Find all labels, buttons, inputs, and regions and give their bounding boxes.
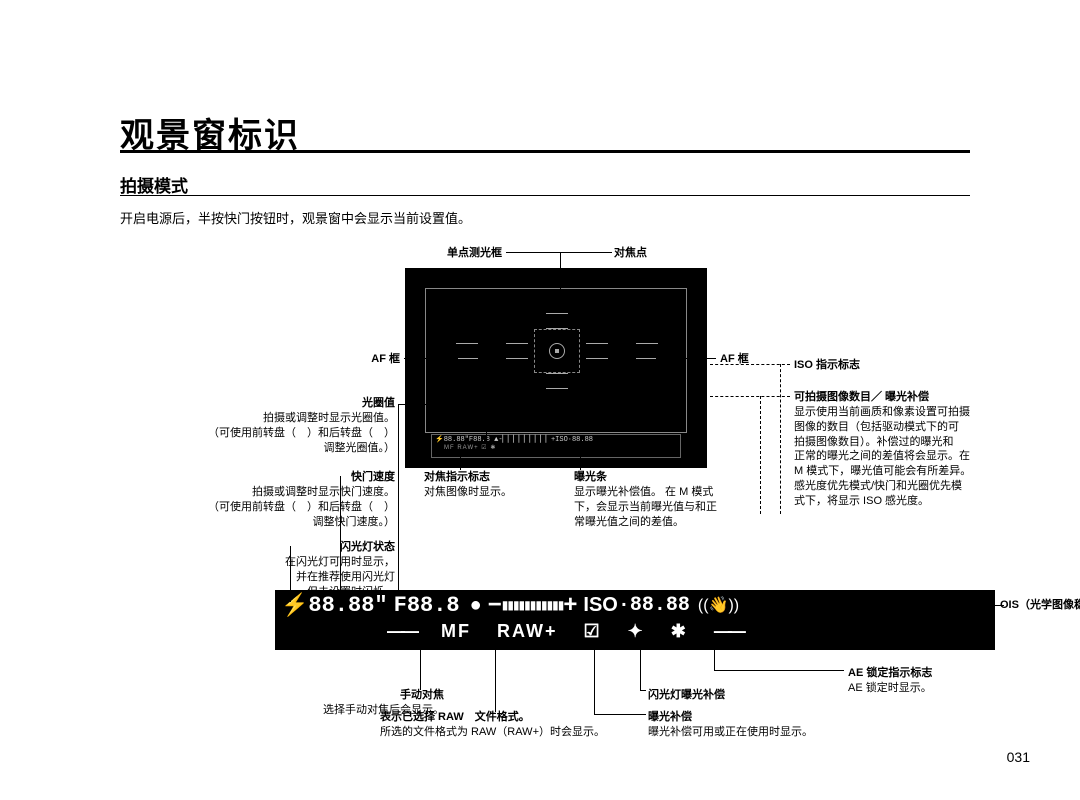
vf-status-line2: MF RAW+ ☑ ✱ (432, 444, 680, 451)
leader (398, 404, 399, 590)
leader (594, 648, 595, 714)
leader (640, 690, 646, 691)
label-shutter: 快门速度 拍摄或调整时显示快门速度。 （可使用前转盘（ ）和后转盘（ ） 调整快… (195, 470, 395, 529)
underline-icon: —— (714, 621, 742, 642)
viewfinder-status-bar: ⚡88.88″F88.8 ▲-▏▏▏▏▏▏▏▏▏+ISO·88.88 MF RA… (431, 434, 681, 458)
subtitle-rule (120, 195, 970, 196)
af-point (546, 373, 568, 389)
ae-lock-icon: ✱ (671, 621, 688, 642)
label-ois-main: OIS（光学图像稳定）指示标志 (1000, 598, 1080, 613)
leader (995, 605, 1000, 606)
focus-dot (555, 349, 559, 353)
label-remaining: 可拍摄图像数目／ 曝光补偿 显示使用当前画质和像素设置可拍摄 图像的数目（包括驱… (794, 390, 1004, 509)
leader (460, 452, 461, 470)
leader-dashed (760, 396, 761, 514)
mf-indicator: MF (441, 621, 471, 642)
leader (656, 358, 716, 359)
label-focus-point: 对焦点 (614, 246, 647, 261)
status-strip: ⚡ 88.88″ F88.8 ● − ▮▮▮▮▮▮▮▮▮▮▮ + ISO ·88… (275, 590, 995, 650)
title-rule (120, 150, 970, 153)
leader-dashed (710, 364, 790, 365)
leader (580, 452, 581, 470)
vf-status-line1: ⚡88.88″F88.8 ▲-▏▏▏▏▏▏▏▏▏+ISO·88.88 (432, 435, 680, 444)
leader (340, 476, 341, 590)
focus-confirm-icon: ● (470, 594, 482, 617)
label-spot-meter: 单点测光框 (382, 246, 502, 261)
ev-plus: + (563, 591, 577, 619)
flash-icon: ⚡ (281, 592, 308, 618)
leader (714, 670, 844, 671)
leader (594, 714, 646, 715)
label-exposure-bar: 曝光条 显示曝光补偿值。 在 M 模式 下，会显示当前曝光值与和正 常曝光值之间… (574, 470, 744, 529)
leader (640, 648, 641, 690)
af-point (586, 343, 608, 359)
leader (486, 404, 487, 450)
viewfinder: ⚡88.88″F88.8 ▲-▏▏▏▏▏▏▏▏▏+ISO·88.88 MF RA… (405, 268, 707, 468)
underline-icon: —— (387, 621, 415, 642)
status-strip-row2: —— MF RAW+ ☑ ✦ ✱ —— (275, 620, 995, 642)
label-aperture: 光圈值 拍摄或调整时显示光圈值。 （可使用前转盘（ ）和后转盘（ ） 调整光圈值… (195, 396, 395, 455)
leader-dashed (780, 364, 781, 514)
shutter-display: 88.88″ (308, 593, 387, 618)
ev-minus: − (488, 591, 502, 619)
ois-icon: ((👋)) (698, 595, 739, 615)
label-af-frame-left: AF 框 (350, 352, 400, 367)
label-flash-ev: 闪光灯曝光补偿 (648, 688, 725, 703)
leader-dashed (710, 396, 790, 397)
af-point-left (456, 343, 478, 359)
leader (558, 252, 612, 253)
raw-indicator: RAW+ (497, 621, 558, 642)
ev-bar: ▮▮▮▮▮▮▮▮▮▮▮ (502, 598, 564, 613)
label-ae-lock: AE 锁定指示标志 AE 锁定时显示。 (848, 666, 932, 696)
label-af-indicator: 对焦指示标志 对焦图像时显示。 (424, 470, 574, 500)
section-subtitle: 拍摄模式 (120, 172, 188, 197)
label-ev-comp: 曝光补偿 曝光补偿可用或正在使用时显示。 (648, 710, 898, 740)
af-point (546, 313, 568, 329)
af-point (506, 343, 528, 359)
leader (560, 252, 561, 312)
leader (506, 252, 560, 253)
label-iso: ISO 指示标志 (794, 358, 860, 373)
viewfinder-frame (425, 288, 687, 433)
flash-ev-icon: ✦ (628, 621, 645, 642)
aperture-display: F88.8 (394, 593, 460, 618)
iso-label: ISO (583, 594, 617, 617)
leader (714, 648, 715, 670)
ev-comp-icon: ☑ (584, 621, 602, 642)
leader (404, 358, 458, 359)
leader (420, 648, 421, 690)
af-point-right (636, 343, 658, 359)
status-strip-row1: ⚡ 88.88″ F88.8 ● − ▮▮▮▮▮▮▮▮▮▮▮ + ISO ·88… (275, 590, 995, 620)
leader (290, 546, 291, 601)
intro-text: 开启电源后，半按快门按钮时，观景窗中会显示当前设置值。 (120, 208, 471, 227)
leader (398, 404, 486, 405)
leader (290, 601, 291, 602)
leader (495, 648, 496, 712)
page-number: 031 (1007, 749, 1030, 765)
iso-value: ·88.88 (618, 594, 690, 617)
